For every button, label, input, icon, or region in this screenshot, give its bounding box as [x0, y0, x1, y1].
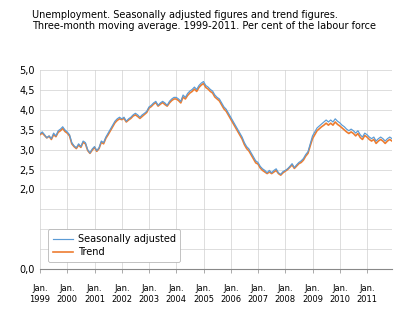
Trend — [326, 123, 331, 127]
Trend — [285, 168, 290, 172]
Trend — [126, 118, 131, 122]
Seasonally adjusted — [278, 172, 283, 176]
Text: 2008: 2008 — [275, 295, 296, 304]
Trend — [278, 173, 283, 177]
Line: Seasonally adjusted: Seasonally adjusted — [40, 82, 392, 174]
Trend — [201, 82, 206, 85]
Seasonally adjusted — [126, 117, 131, 121]
Seasonally adjusted — [38, 132, 42, 136]
Text: 2002: 2002 — [111, 295, 132, 304]
Trend — [169, 99, 174, 102]
Seasonally adjusted — [169, 97, 174, 101]
Legend: Seasonally adjusted, Trend: Seasonally adjusted, Trend — [48, 229, 180, 262]
Text: 2007: 2007 — [248, 295, 268, 304]
Seasonally adjusted — [285, 167, 290, 171]
Text: Jan.: Jan. — [60, 284, 75, 293]
Text: 2006: 2006 — [220, 295, 241, 304]
Trend — [183, 97, 188, 101]
Text: Jan.: Jan. — [32, 284, 48, 293]
Text: 2003: 2003 — [138, 295, 160, 304]
Text: Jan.: Jan. — [332, 284, 348, 293]
Seasonally adjusted — [326, 120, 331, 124]
Text: Jan.: Jan. — [278, 284, 293, 293]
Text: Jan.: Jan. — [87, 284, 102, 293]
Text: Unemployment. Seasonally adjusted figures and trend figures. Three-month moving : Unemployment. Seasonally adjusted figure… — [32, 10, 376, 31]
Text: 2010: 2010 — [329, 295, 350, 304]
Text: 2009: 2009 — [302, 295, 323, 304]
Trend — [38, 133, 42, 137]
Text: Jan.: Jan. — [359, 284, 375, 293]
Text: Jan.: Jan. — [141, 284, 157, 293]
Trend — [249, 153, 254, 157]
Text: 2004: 2004 — [166, 295, 187, 304]
Text: Jan.: Jan. — [223, 284, 238, 293]
Seasonally adjusted — [390, 137, 394, 140]
Text: Jan.: Jan. — [305, 284, 320, 293]
Text: Jan.: Jan. — [250, 284, 266, 293]
Seasonally adjusted — [201, 80, 206, 84]
Seasonally adjusted — [183, 95, 188, 99]
Text: 2005: 2005 — [193, 295, 214, 304]
Text: Jan.: Jan. — [168, 284, 184, 293]
Trend — [390, 139, 394, 143]
Text: Jan.: Jan. — [196, 284, 211, 293]
Seasonally adjusted — [249, 151, 254, 155]
Text: 1999: 1999 — [30, 295, 50, 304]
Text: 2011: 2011 — [356, 295, 378, 304]
Text: Jan.: Jan. — [114, 284, 130, 293]
Text: 2001: 2001 — [84, 295, 105, 304]
Text: 2000: 2000 — [57, 295, 78, 304]
Line: Trend: Trend — [40, 84, 392, 175]
